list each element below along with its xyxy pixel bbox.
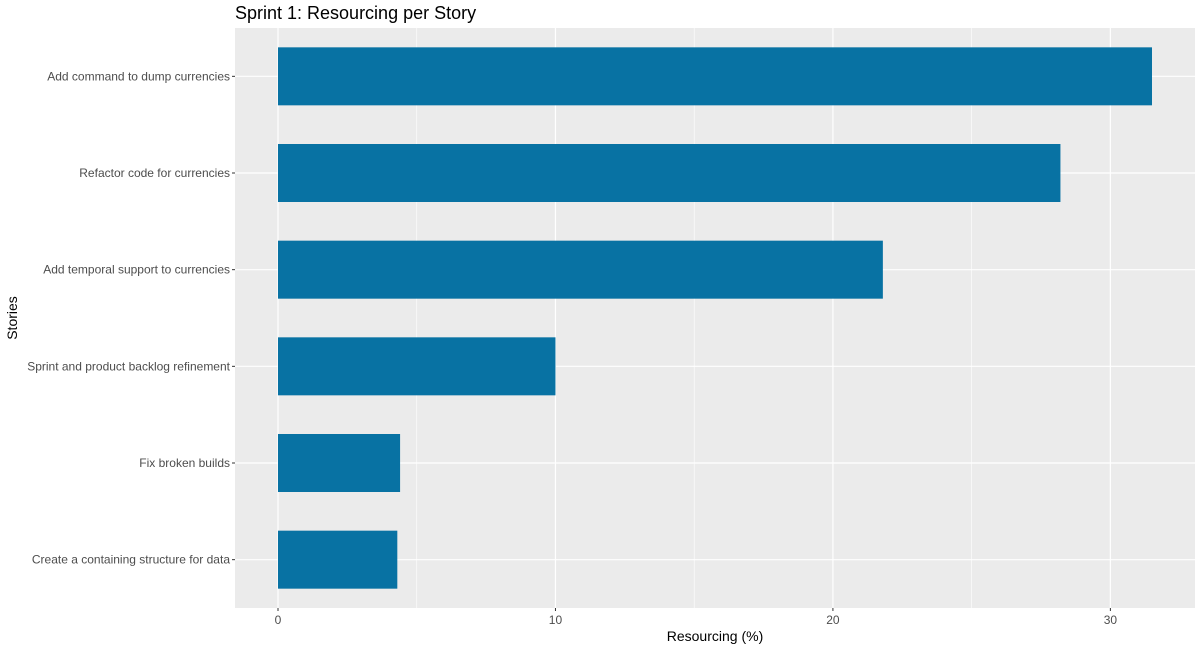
bar — [278, 144, 1061, 202]
y-tick-label: Fix broken builds — [139, 456, 230, 470]
bar — [278, 47, 1152, 106]
x-tick-label: 0 — [275, 613, 282, 627]
y-tick-label: Refactor code for currencies — [79, 166, 230, 180]
x-axis-title: Resourcing (%) — [667, 628, 763, 644]
y-tick-label: Sprint and product backlog refinement — [27, 359, 230, 373]
bars — [278, 47, 1152, 589]
x-tick-label: 10 — [549, 613, 563, 627]
plot-panel — [235, 28, 1195, 608]
bar — [278, 240, 883, 299]
x-tick-label: 20 — [826, 613, 840, 627]
y-tick-label: Create a containing structure for data — [32, 553, 230, 567]
bar — [278, 530, 398, 589]
bar — [278, 337, 556, 396]
chart-title: Sprint 1: Resourcing per Story — [235, 3, 476, 23]
axes: Add command to dump currencies Refactor c… — [27, 69, 1117, 627]
y-tick-label: Add temporal support to currencies — [43, 263, 230, 277]
x-tick-label: 30 — [1104, 613, 1118, 627]
y-tick-label: Add command to dump currencies — [47, 69, 230, 83]
y-axis-title: Stories — [4, 296, 20, 340]
bar — [278, 434, 401, 492]
